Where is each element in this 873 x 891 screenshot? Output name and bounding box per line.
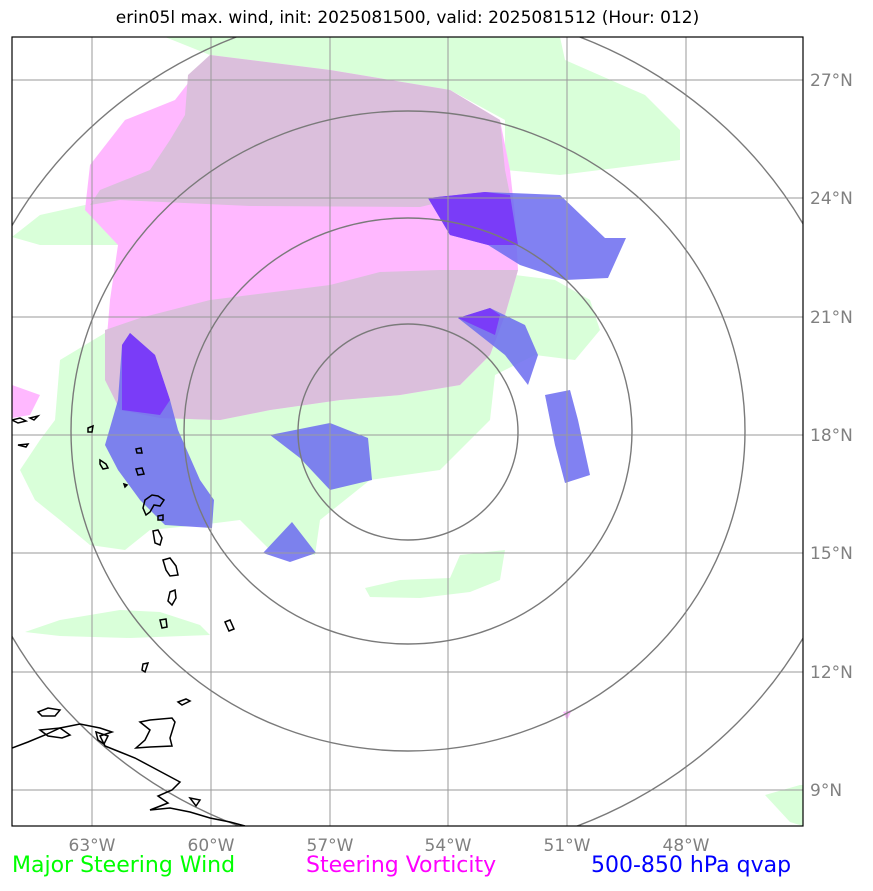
lon-label: 48°W <box>663 836 710 856</box>
island-small-1 <box>135 447 143 454</box>
island-antigua <box>99 458 110 470</box>
qvap-area-mid-east <box>458 308 538 385</box>
overlap-area-south <box>105 270 518 420</box>
island-martinique <box>162 557 179 577</box>
island-small-3 <box>122 482 129 489</box>
qvap-overlap-west <box>122 333 170 415</box>
longitude-labels: 63°W 60°W 57°W 54°W 51°W 48°W <box>69 836 710 856</box>
wind-area-east <box>365 550 505 598</box>
map-frame <box>11 36 804 827</box>
overlap-area-north <box>90 55 510 207</box>
coast-venezuela <box>12 707 246 826</box>
distance-ring-2 <box>183 217 633 645</box>
lat-label: 12°N <box>810 663 853 683</box>
coast-detail-3 <box>188 796 202 808</box>
coast-detail-2 <box>94 730 110 746</box>
island-trinidad <box>133 717 176 749</box>
qvap-area-south <box>263 522 316 562</box>
map-title: erin05l max. wind, init: 2025081500, val… <box>115 8 700 28</box>
island-st-vincent <box>159 618 168 629</box>
wind-area-south <box>25 610 210 638</box>
island-guadeloupe <box>87 424 94 433</box>
lat-label: 24°N <box>810 189 853 209</box>
qvap-area-center <box>270 423 372 490</box>
distance-ring-3 <box>70 110 746 752</box>
wind-area-southeast <box>765 785 803 826</box>
island-dominica <box>152 529 163 547</box>
island-west-2 <box>17 443 30 448</box>
lon-label: 57°W <box>307 836 354 856</box>
distance-ring-1 <box>297 323 519 541</box>
island-tobago <box>176 698 192 706</box>
overlap-areas <box>90 55 518 420</box>
island-west-1 <box>12 414 41 424</box>
latitude-labels: 27°N 24°N 21°N 18°N 15°N 12°N 9°N <box>810 71 853 801</box>
distance-rings <box>12 37 803 826</box>
lon-label: 60°W <box>188 836 235 856</box>
legend-steering-vorticity: Steering Vorticity <box>306 853 497 878</box>
lat-label: 9°N <box>810 781 842 801</box>
coast-detail-1 <box>38 727 72 739</box>
graticule <box>12 37 803 826</box>
qvap-overlap-mid <box>458 308 500 335</box>
island-small-4 <box>157 514 164 521</box>
island-grenada <box>141 662 150 674</box>
vorticity-area-west <box>12 385 40 418</box>
lat-label: 27°N <box>810 71 853 91</box>
qvap-overlap-northeast <box>428 192 518 245</box>
wind-area-north <box>165 37 680 175</box>
legend-steering-wind: Major Steering Wind <box>12 853 236 878</box>
lat-label: 15°N <box>810 544 853 564</box>
lon-label: 51°W <box>544 836 591 856</box>
lat-label: 18°N <box>810 426 853 446</box>
lon-label: 63°W <box>69 836 116 856</box>
lon-label: 54°W <box>425 836 472 856</box>
island-small-2 <box>135 467 145 476</box>
island-barbados <box>223 619 236 632</box>
island-guadeloupe-2 <box>142 494 166 517</box>
coastlines <box>12 414 246 826</box>
legend-qvap: 500-850 hPa qvap <box>591 853 792 878</box>
lat-label: 21°N <box>810 308 853 328</box>
island-st-lucia <box>167 588 177 607</box>
qvap-overlap-areas <box>122 192 518 415</box>
